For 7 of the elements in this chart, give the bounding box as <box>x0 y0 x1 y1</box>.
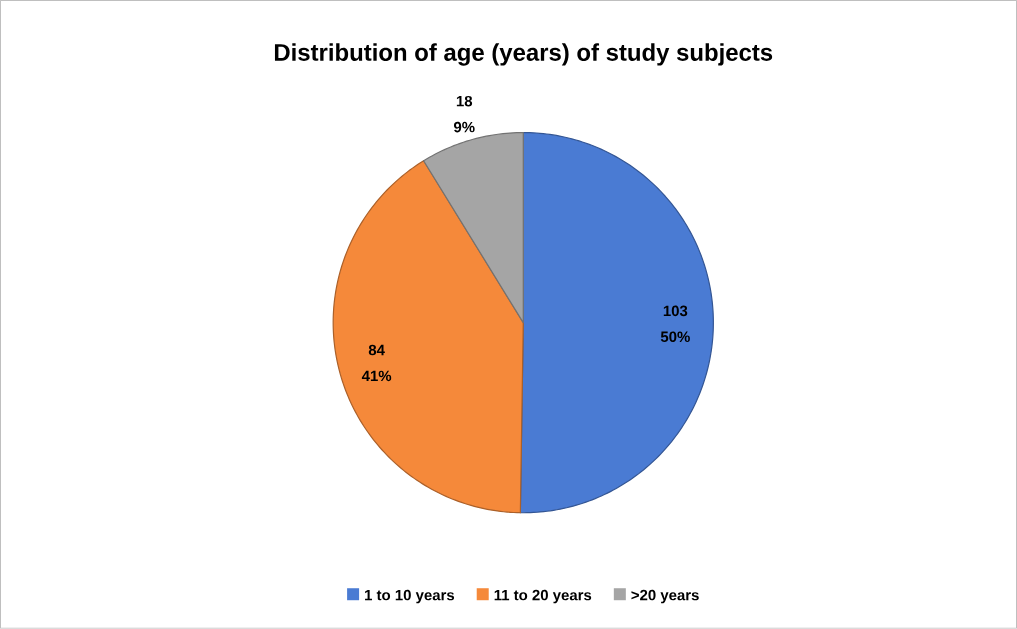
data-label: 103 50% <box>660 305 690 343</box>
data-label: 84 41% <box>361 344 392 382</box>
legend-label: 1 to 10 years <box>365 589 455 604</box>
legend-label: >20 years <box>631 589 699 604</box>
legend-label: 11 to 20 years <box>494 589 592 604</box>
data-label: 18 9% <box>453 95 475 133</box>
chart-title: Distribution of age (years) of study subjects <box>274 43 773 66</box>
